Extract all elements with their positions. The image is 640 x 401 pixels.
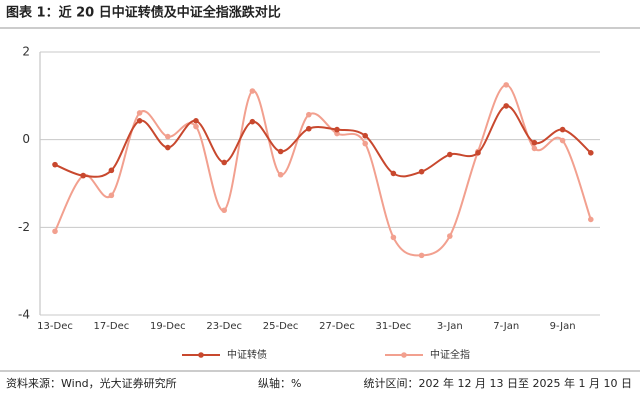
series-marker (418, 252, 425, 259)
y-tick-label: 0 (22, 132, 30, 146)
legend-label: 中证全指 (430, 348, 470, 361)
x-tick-label: 27-Dec (319, 321, 355, 332)
series-marker (52, 228, 58, 235)
chart-title: 图表 1：近 20 日中证转债及中证全指涨跌对比 (6, 5, 281, 21)
series-marker (249, 118, 256, 125)
x-tick-label: 31-Dec (376, 321, 412, 332)
source-note: 资料来源：Wind，光大证券研究所 (6, 376, 177, 390)
series-marker (334, 126, 340, 133)
legend-marker (198, 352, 204, 358)
series-marker (588, 150, 594, 156)
series-marker (221, 207, 227, 214)
series-marker (306, 111, 312, 118)
series-marker (503, 103, 510, 109)
series-marker (559, 126, 566, 133)
series-marker (165, 133, 171, 140)
series-marker (193, 118, 199, 124)
series-marker (306, 125, 312, 132)
x-tick-label: 23-Dec (206, 321, 242, 332)
series-marker (559, 137, 566, 144)
series-marker (362, 140, 369, 147)
x-tick-label: 25-Dec (263, 321, 299, 332)
series-marker (531, 145, 538, 152)
y-tick-label: -2 (18, 220, 30, 234)
series-marker (221, 159, 227, 166)
x-tick-label: 17-Dec (94, 321, 130, 332)
axis-note: 纵轴：% (258, 376, 301, 390)
series-marker (80, 172, 86, 179)
series-marker (108, 192, 115, 199)
x-tick-label: 19-Dec (150, 321, 186, 332)
series-marker (277, 148, 284, 155)
series-marker (334, 130, 340, 137)
series-line (54, 83, 592, 257)
x-tick-label: 3-Jan (437, 321, 463, 332)
series-marker (390, 170, 397, 177)
series-marker (390, 234, 397, 241)
y-tick-label: 2 (22, 45, 30, 59)
series-marker (475, 150, 481, 156)
series-marker (447, 233, 453, 239)
series-marker (362, 132, 369, 139)
series-marker (193, 123, 199, 130)
series-marker (52, 161, 58, 168)
series-marker (165, 144, 171, 151)
x-tick-label: 7-Jan (493, 321, 519, 332)
legend-label: 中证转债 (227, 348, 267, 361)
series-marker (588, 216, 594, 223)
series-marker (418, 168, 425, 175)
series-marker (136, 118, 143, 124)
series-marker (531, 139, 538, 146)
series-marker (108, 167, 115, 174)
series-marker (249, 88, 256, 94)
series-marker (447, 151, 453, 158)
x-tick-label: 9-Jan (550, 321, 576, 332)
legend-marker (401, 352, 407, 358)
period-note: 统计区间：202 年 12 月 13 日至 2025 年 1 月 10 日 (364, 376, 632, 390)
series-marker (277, 171, 284, 178)
series-line (54, 104, 592, 178)
series-marker (136, 110, 143, 116)
series-marker (503, 82, 510, 88)
y-tick-label: -4 (18, 308, 30, 322)
x-tick-label: 13-Dec (37, 321, 73, 332)
